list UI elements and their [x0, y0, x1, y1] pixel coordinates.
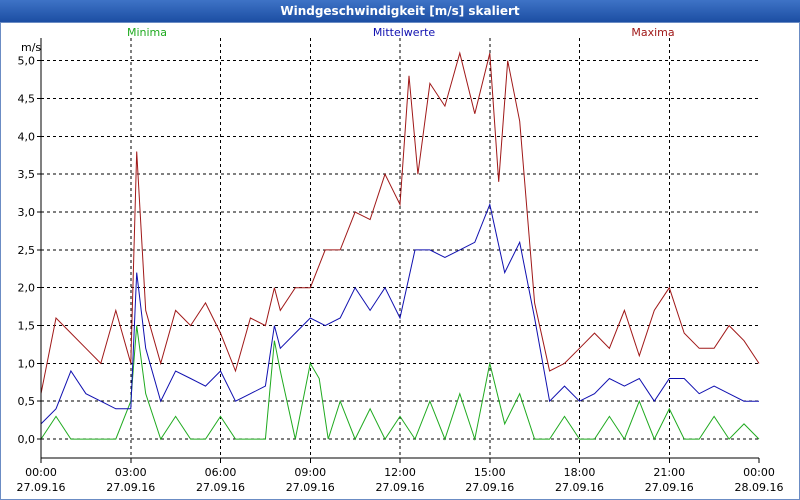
y-tick-label: 1,0 — [18, 357, 36, 370]
x-tick-date: 28.09.16 — [735, 481, 784, 494]
x-tick-date: 27.09.16 — [645, 481, 694, 494]
legend-maxima: Maxima — [631, 26, 674, 39]
y-tick-label: 2,0 — [18, 282, 36, 295]
legend-mittelwerte: Mittelwerte — [373, 26, 436, 39]
x-tick-time: 00:00 — [743, 466, 775, 479]
legend-minima: Minima — [127, 26, 167, 39]
x-tick-date: 27.09.16 — [555, 481, 604, 494]
y-tick-label: 0,0 — [18, 433, 36, 446]
window-title: Windgeschwindigkeit [m/s] skaliert — [0, 0, 800, 22]
y-tick-label: 3,0 — [18, 206, 36, 219]
x-tick-date: 27.09.16 — [376, 481, 425, 494]
x-tick-date: 27.09.16 — [17, 481, 66, 494]
x-tick-time: 03:00 — [115, 466, 147, 479]
grid — [41, 38, 759, 458]
y-tick-label: 4,5 — [18, 93, 36, 106]
series-group — [40, 51, 760, 442]
x-tick-time: 00:00 — [25, 466, 57, 479]
x-tick-time: 15:00 — [474, 466, 506, 479]
x-tick-date: 27.09.16 — [106, 481, 155, 494]
series-minima-line — [40, 325, 760, 442]
x-tick-date: 27.09.16 — [286, 481, 335, 494]
axes: 0,0 0,5 1,0 1,5 2,0 2,5 3,0 3,5 4,0 4,5 5,0 00:00 27… — [17, 38, 784, 494]
x-tick-time: 09:00 — [294, 466, 326, 479]
x-tick-time: 12:00 — [384, 466, 416, 479]
y-tick-label: 5,0 — [18, 55, 36, 68]
chart-frame: m/s Minima Mittelwerte Maxima 0,0 0,5 1,0 1… — [0, 22, 800, 500]
y-tick-label: 0,5 — [18, 395, 36, 408]
y-tick-label: 3,5 — [18, 168, 36, 181]
x-tick-time: 06:00 — [205, 466, 237, 479]
y-tick-label: 4,0 — [18, 130, 36, 143]
x-tick-date: 27.09.16 — [196, 481, 245, 494]
wind-speed-chart: m/s Minima Mittelwerte Maxima 0,0 0,5 1,0 1… — [17, 26, 784, 494]
x-tick-time: 18:00 — [564, 466, 596, 479]
y-axis-unit: m/s — [21, 41, 41, 54]
series-mittelwerte-line — [40, 202, 759, 425]
x-tick-time: 21:00 — [653, 466, 685, 479]
y-tick-label: 2,5 — [18, 244, 36, 257]
x-tick-date: 27.09.16 — [465, 481, 514, 494]
y-tick-label: 1,5 — [18, 320, 36, 333]
series-maxima-line — [40, 51, 760, 394]
